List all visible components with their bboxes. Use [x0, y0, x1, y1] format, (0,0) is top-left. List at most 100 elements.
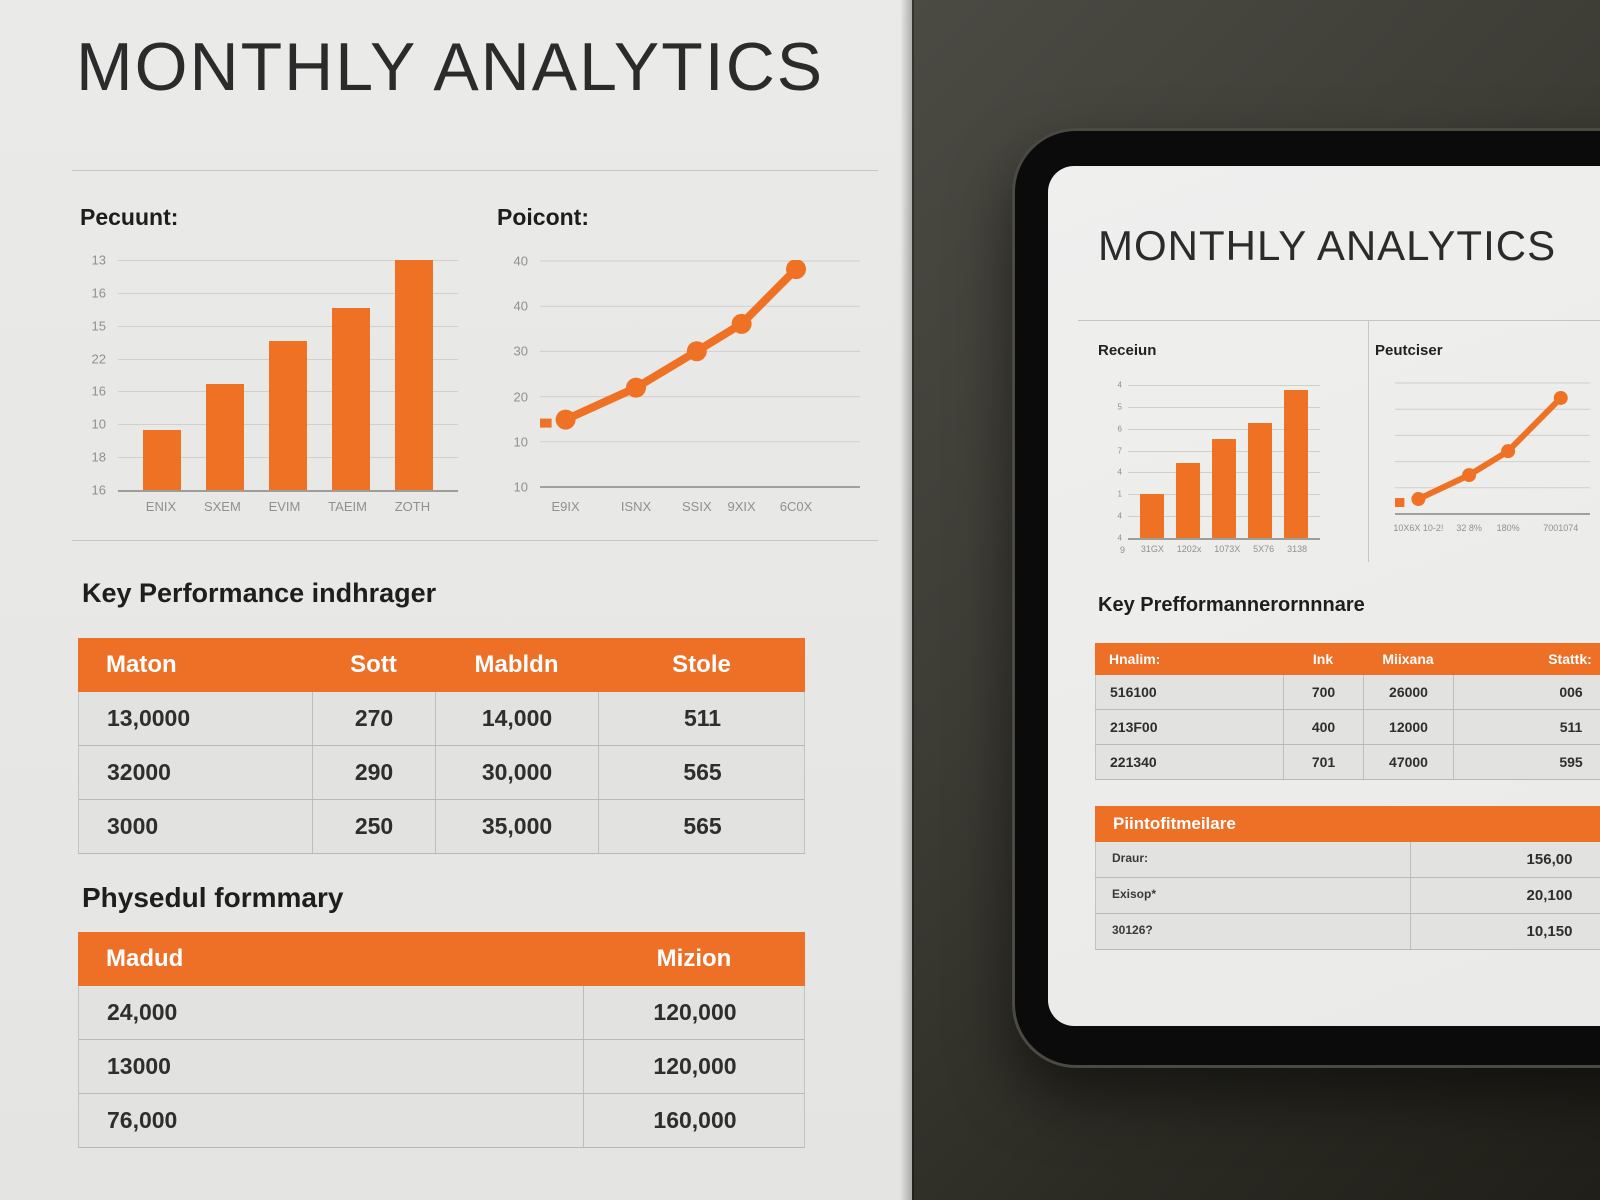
line-plot [539, 259, 860, 488]
y-axis-tick: 4 [1117, 380, 1122, 390]
table-row: 221340 701 47000 595 [1095, 745, 1600, 780]
kpi-heading: Key Performance indhrager [82, 578, 437, 608]
kpi-heading: Key Prefformannerornnnare [1098, 594, 1365, 616]
column-header: Mizion [656, 945, 732, 972]
y-axis-tick: 4 [1117, 467, 1122, 477]
column-header: Maton [106, 651, 177, 678]
column-header: Sott [350, 651, 397, 678]
bar [1284, 389, 1308, 538]
bar [1140, 493, 1164, 538]
table-row: 13,0000 270 14,000 511 [78, 692, 805, 746]
bar-series [1128, 385, 1320, 538]
table-row: 516100 700 26000 006 [1095, 675, 1600, 710]
bar [332, 308, 370, 490]
table-row: 213F00 400 12000 511 [1095, 710, 1600, 745]
x-axis-tick: ENIX [145, 499, 177, 514]
gridline [1128, 538, 1320, 540]
table-header-row: Madud Mizion [78, 932, 805, 986]
bar [143, 430, 181, 490]
x-axis-tick: 1073X [1214, 544, 1241, 554]
x-axis-tick: 9XIX [727, 499, 756, 514]
table-cell: 3000 [79, 800, 313, 853]
table-cell: 20,100 [1526, 887, 1573, 904]
table-cell: 221340 [1096, 745, 1284, 779]
y-axis-tick: 4 [1117, 533, 1122, 543]
y-axis-tick: 5 [1117, 402, 1122, 412]
table-row: 32000 290 30,000 565 [78, 746, 805, 800]
x-axis-tick: 180% [1496, 523, 1520, 533]
column-header: Ink [1312, 651, 1334, 667]
x-axis-labels: 31GX 1202x 1073X 5X76 3138 [1128, 544, 1320, 554]
tablet-device: MONTHLY ANALYTICS Receiun 4 5 6 7 4 1 4 4 31GX 12… [1012, 128, 1600, 1068]
table-row: 24,000 120,000 [78, 986, 805, 1040]
table-cell: 400 [1284, 710, 1364, 744]
table-cell: 35,000 [436, 800, 599, 853]
x-axis-tick: EVIM [268, 499, 301, 514]
table-cell: 120,000 [653, 999, 737, 1025]
x-axis-tick: TAEIM [328, 499, 367, 514]
y-axis-tick: 18 [91, 449, 106, 465]
y-axis-tick: 1 [1117, 489, 1122, 499]
line-chart-label: Poicont: [497, 204, 589, 230]
gridline [118, 292, 458, 294]
kpi-table: Maton Sott Mabldn Stole 13,0000 270 14,000 511 3… [78, 638, 805, 854]
column-header: Stole [672, 651, 731, 678]
y-axis-tick: 16 [91, 383, 106, 399]
table-cell: 290 [313, 746, 436, 799]
table-cell: 32000 [79, 746, 313, 799]
table-cell: 700 [1284, 675, 1364, 709]
bar-chart: 4 5 6 7 4 1 4 4 31GX 1202x 1073X 5X76 3138 9 [1118, 381, 1320, 555]
y-axis-tick: 7 [1117, 446, 1122, 456]
summary-table: Madud Mizion 24,000 120,000 13000 120,000 76,0… [78, 932, 805, 1148]
table-cell: 516100 [1096, 675, 1284, 709]
y-axis-tick: 22 [91, 351, 106, 367]
y-axis-tick: 15 [91, 318, 106, 334]
table-row: 30126? 10,150 [1095, 914, 1600, 950]
x-axis-tick: ZOTH [394, 499, 431, 514]
origin-label: 9 [1120, 545, 1126, 555]
table-cell: 47000 [1364, 745, 1454, 779]
line-plot [1392, 382, 1590, 515]
column-header: Mabldn [474, 651, 559, 678]
y-axis-tick: 16 [91, 482, 106, 498]
table-cell: 30,000 [436, 746, 599, 799]
table-row: 13000 120,000 [78, 1040, 805, 1094]
table-cell: 595 [1559, 754, 1583, 770]
table-cell: 13000 [79, 1040, 584, 1093]
column-header: Hnalim: [1109, 651, 1161, 667]
gridline [1128, 385, 1320, 386]
line-chart-label: Peutciser [1375, 342, 1443, 359]
table-cell: 511 [683, 705, 722, 731]
bar [269, 340, 307, 490]
table-header-row: Maton Sott Mabldn Stole [78, 638, 805, 692]
bar [206, 384, 244, 490]
table-header-bar: Piintofitmeilare [1095, 806, 1600, 842]
gridline [1128, 428, 1320, 430]
table-cell: 12000 [1364, 710, 1454, 744]
column-header: Stattk: [1548, 651, 1592, 667]
y-axis-tick: 10 [513, 479, 528, 495]
table-cell: 511 [1559, 719, 1583, 735]
divider [1368, 320, 1369, 562]
table-cell: 565 [683, 759, 722, 785]
column-header: Madud [106, 945, 184, 972]
table-cell: 26000 [1364, 675, 1454, 709]
y-axis-tick: 10 [513, 434, 528, 450]
table-row: Draur: 156,00 [1095, 842, 1600, 878]
y-axis-tick: 40 [513, 253, 528, 269]
gridline [118, 325, 458, 327]
tablet-screen: MONTHLY ANALYTICS Receiun 4 5 6 7 4 1 4 4 31GX 12… [1048, 166, 1600, 1026]
divider [72, 170, 878, 171]
table-cell: 213F00 [1096, 710, 1284, 744]
x-axis-tick: 1202x [1176, 544, 1202, 554]
table-row: 76,000 160,000 [78, 1094, 805, 1148]
y-axis-tick: 20 [513, 389, 528, 405]
summary-heading: Physedul formmary [82, 882, 344, 913]
table-cell: 160,000 [653, 1107, 737, 1133]
x-axis-tick: 7001074 [1543, 523, 1579, 533]
tablet-page-title: MONTHLY ANALYTICS [1098, 222, 1557, 269]
x-axis-tick: SSIX [681, 499, 712, 514]
table-cell: 13,0000 [79, 692, 313, 745]
x-axis-labels: 10X6X 10-2! 32 8% 180% 7001074 [1393, 523, 1590, 539]
